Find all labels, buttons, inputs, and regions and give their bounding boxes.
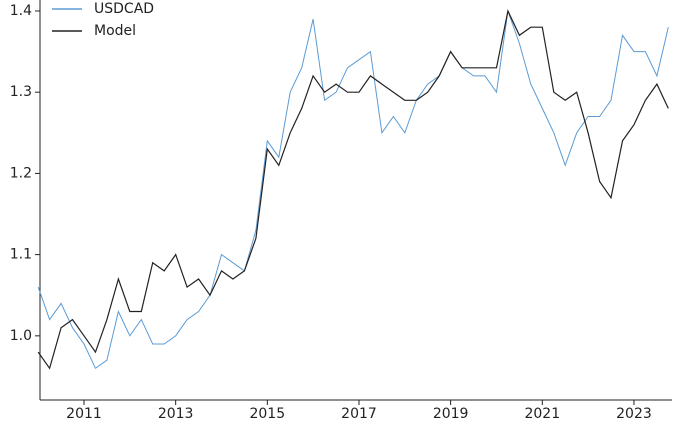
y-tick-label: 1.0 xyxy=(10,328,32,344)
x-tick-label: 2011 xyxy=(66,406,102,422)
legend-label: Model xyxy=(94,23,136,39)
x-tick-label: 2013 xyxy=(158,406,194,422)
legend-label: USDCAD xyxy=(94,1,154,17)
x-tick-label: 2017 xyxy=(341,406,377,422)
series-line xyxy=(37,10,669,370)
y-tick-label: 1.4 xyxy=(10,3,32,19)
x-tick-label: 2023 xyxy=(616,406,652,422)
y-tick-label: 1.1 xyxy=(10,247,32,263)
series-line xyxy=(37,9,669,370)
x-tick-label: 2019 xyxy=(433,406,469,422)
y-tick-label: 1.3 xyxy=(10,84,32,100)
x-tick-label: 2021 xyxy=(524,406,560,422)
y-tick-label: 1.2 xyxy=(10,165,32,181)
x-tick-label: 2015 xyxy=(249,406,285,422)
